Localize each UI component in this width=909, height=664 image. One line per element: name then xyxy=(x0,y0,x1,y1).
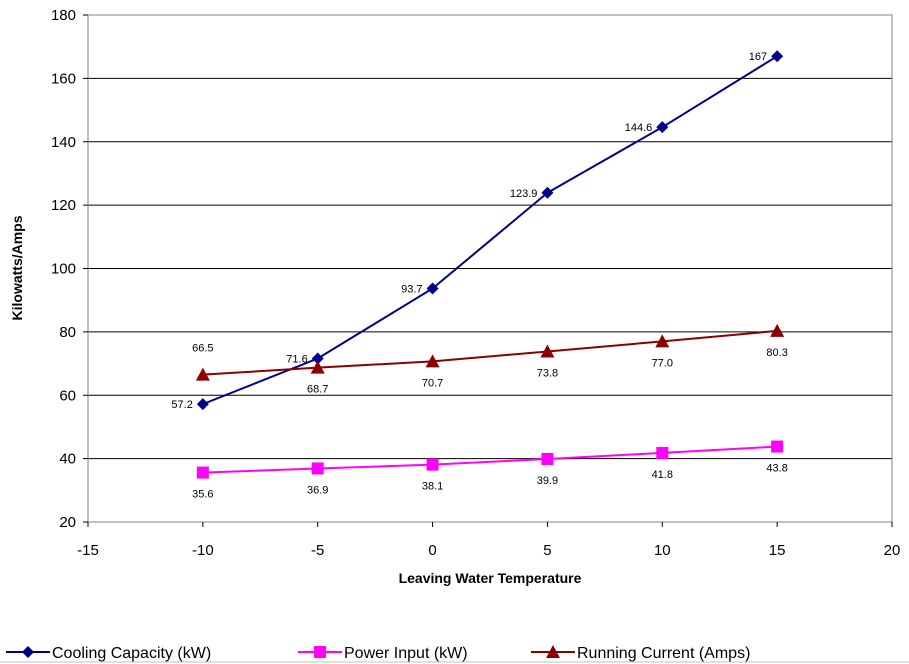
data-label-power-input: 36.9 xyxy=(307,484,328,496)
legend-label: Cooling Capacity (kW) xyxy=(52,645,211,662)
data-point-running-current xyxy=(655,334,670,348)
x-tick-label: 15 xyxy=(769,542,786,559)
data-label-running-current: 66.5 xyxy=(192,343,213,355)
data-point-running-current xyxy=(770,323,785,337)
x-tick-label: 0 xyxy=(428,542,436,559)
y-axis-ticks: 20 40 60 80 100 120 140 160 180 xyxy=(51,7,88,531)
data-point-power-input xyxy=(656,446,669,459)
data-point-cooling-capacity xyxy=(311,352,324,365)
data-point-running-current xyxy=(540,344,555,358)
data-label-cooling-capacity: 123.9 xyxy=(510,188,538,200)
data-label-cooling-capacity: 71.6 xyxy=(286,353,307,365)
data-label-cooling-capacity: 57.2 xyxy=(171,399,192,411)
x-axis-title: Leaving Water Temperature xyxy=(399,570,582,586)
data-label-power-input: 41.8 xyxy=(652,469,673,481)
data-label-running-current: 77.0 xyxy=(652,357,673,369)
data-label-running-current: 73.8 xyxy=(537,368,558,380)
y-tick-label: 120 xyxy=(51,197,76,214)
series-cooling-capacity xyxy=(196,50,784,411)
data-label-power-input: 38.1 xyxy=(422,481,443,493)
legend-swatch-marker xyxy=(22,646,34,658)
data-label-power-input: 35.6 xyxy=(192,489,213,501)
series-line-running-current xyxy=(202,329,778,376)
data-point-power-input xyxy=(771,440,784,453)
data-label-running-current: 68.7 xyxy=(307,384,328,396)
data-label-power-input: 39.9 xyxy=(537,475,558,487)
data-point-running-current xyxy=(310,360,325,374)
legend-swatch-marker xyxy=(546,645,560,658)
series-power-input xyxy=(196,440,784,479)
legend-label: Running Current (Amps) xyxy=(577,645,750,662)
series-layer xyxy=(195,50,785,479)
data-label-cooling-capacity: 144.6 xyxy=(625,122,653,134)
data-labels-layer: 57.2 71.6 93.7 123.9 144.6 167 35.6 36.9 38.1 39.… xyxy=(171,51,787,500)
data-point-power-input xyxy=(311,462,324,475)
y-tick-label: 180 xyxy=(51,7,76,24)
y-tick-label: 20 xyxy=(59,514,76,531)
legend-item-running-current: Running Current (Amps) xyxy=(531,645,750,662)
data-point-cooling-capacity xyxy=(426,282,439,295)
series-line-power-input xyxy=(202,445,778,474)
x-tick-label: 5 xyxy=(543,542,551,559)
data-label-cooling-capacity: 167 xyxy=(749,51,767,63)
y-tick-label: 160 xyxy=(51,70,76,87)
legend: Cooling Capacity (kW) Power Input (kW) Run… xyxy=(0,645,909,663)
data-point-running-current xyxy=(195,367,210,381)
data-point-cooling-capacity xyxy=(196,398,209,411)
legend-item-cooling-capacity: Cooling Capacity (kW) xyxy=(6,645,211,662)
data-point-power-input xyxy=(541,452,554,465)
y-axis-title: Kilowatts/Amps xyxy=(9,215,25,320)
data-point-cooling-capacity xyxy=(541,186,554,199)
series-running-current xyxy=(195,323,785,381)
y-tick-label: 80 xyxy=(59,324,76,341)
data-label-power-input: 43.8 xyxy=(766,463,787,475)
legend-item-power-input: Power Input (kW) xyxy=(298,645,468,662)
legend-swatch-marker xyxy=(314,646,326,658)
y-tick-label: 100 xyxy=(51,261,76,278)
data-point-power-input xyxy=(196,466,209,479)
x-tick-label: -15 xyxy=(77,542,99,559)
x-tick-label: -5 xyxy=(311,542,324,559)
x-tick-label: -10 xyxy=(192,542,214,559)
y-tick-label: 40 xyxy=(59,451,76,468)
data-point-cooling-capacity xyxy=(771,50,784,63)
data-label-running-current: 70.7 xyxy=(422,377,443,389)
x-axis-ticks: -15 -10 -5 0 5 10 15 20 xyxy=(77,522,900,559)
y-tick-label: 60 xyxy=(59,387,76,404)
series-line-cooling-capacity xyxy=(202,55,778,406)
data-point-power-input xyxy=(426,458,439,471)
grid-lines xyxy=(88,77,892,460)
x-tick-label: 10 xyxy=(654,542,671,559)
legend-label: Power Input (kW) xyxy=(344,645,468,662)
data-label-running-current: 80.3 xyxy=(766,347,787,359)
data-point-running-current xyxy=(425,354,440,368)
data-label-cooling-capacity: 93.7 xyxy=(401,283,422,295)
data-point-cooling-capacity xyxy=(656,121,669,134)
y-tick-label: 140 xyxy=(51,134,76,151)
x-tick-label: 20 xyxy=(884,542,901,559)
